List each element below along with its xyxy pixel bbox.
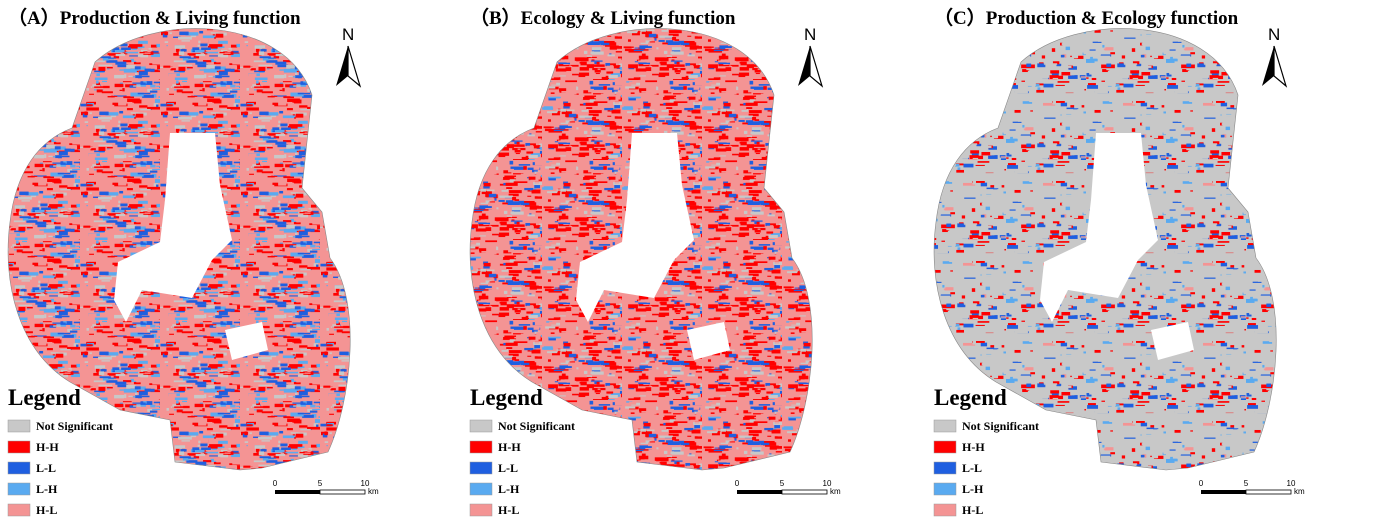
scale-bar	[1246, 490, 1291, 494]
panel: （C）Production & Ecology function N Legend N…	[934, 6, 1305, 517]
legend-label: L-H	[962, 482, 984, 496]
north-label: N	[1268, 25, 1280, 44]
scale-unit: km	[830, 487, 841, 496]
legend-title: Legend	[470, 385, 543, 410]
panel: （A）Production & Living function N Legend No…	[8, 6, 379, 517]
scale-bar	[782, 490, 827, 494]
legend-swatch	[934, 462, 956, 474]
legend-label: Not Significant	[962, 419, 1039, 433]
scale-bar	[320, 490, 365, 494]
legend-swatch	[470, 420, 492, 432]
scale-bar	[275, 490, 320, 494]
legend-label: L-H	[36, 482, 58, 496]
legend-swatch	[470, 462, 492, 474]
scale-label: 5	[318, 479, 323, 488]
legend-swatch	[470, 504, 492, 516]
scale-label: 0	[735, 479, 740, 488]
legend-label: H-H	[36, 440, 59, 454]
legend-title: Legend	[8, 385, 81, 410]
north-arrow	[810, 46, 822, 86]
figure: （A）Production & Living function N Legend No…	[0, 0, 1375, 517]
north-arrow	[798, 46, 810, 86]
scale-label: 5	[780, 479, 785, 488]
scale-unit: km	[1294, 487, 1305, 496]
legend-label: L-L	[498, 461, 518, 475]
legend-swatch	[470, 483, 492, 495]
legend-label: H-H	[498, 440, 521, 454]
legend-label: H-L	[962, 503, 983, 517]
legend-swatch	[470, 441, 492, 453]
north-arrow	[336, 46, 348, 86]
legend-swatch	[8, 420, 30, 432]
legend-swatch	[8, 441, 30, 453]
north-arrow	[348, 46, 360, 86]
legend-swatch	[8, 504, 30, 516]
legend-label: Not Significant	[36, 419, 113, 433]
scale-label: 0	[273, 479, 278, 488]
north-arrow	[1262, 46, 1274, 86]
legend-swatch	[934, 441, 956, 453]
legend-swatch	[934, 504, 956, 516]
panel-title: （B）Ecology & Living function	[470, 6, 736, 29]
legend-label: H-L	[498, 503, 519, 517]
scale-bar	[737, 490, 782, 494]
legend-label: L-H	[498, 482, 520, 496]
north-arrow	[1274, 46, 1286, 86]
panel-title: （C）Production & Ecology function	[934, 6, 1239, 29]
panel: （B）Ecology & Living function N Legend Not S…	[470, 6, 841, 517]
north-label: N	[342, 25, 354, 44]
legend-swatch	[934, 483, 956, 495]
scale-label: 5	[1244, 479, 1249, 488]
legend-label: H-L	[36, 503, 57, 517]
legend-swatch	[8, 462, 30, 474]
legend-label: H-H	[962, 440, 985, 454]
legend-swatch	[934, 420, 956, 432]
page: （A）Production & Living function N Legend No…	[0, 0, 1375, 517]
north-label: N	[804, 25, 816, 44]
panel-title: （A）Production & Living function	[8, 6, 301, 29]
legend-label: Not Significant	[498, 419, 575, 433]
legend-swatch	[8, 483, 30, 495]
legend-title: Legend	[934, 385, 1007, 410]
legend-label: L-L	[962, 461, 982, 475]
legend-label: L-L	[36, 461, 56, 475]
scale-bar	[1201, 490, 1246, 494]
scale-label: 0	[1199, 479, 1204, 488]
scale-unit: km	[368, 487, 379, 496]
